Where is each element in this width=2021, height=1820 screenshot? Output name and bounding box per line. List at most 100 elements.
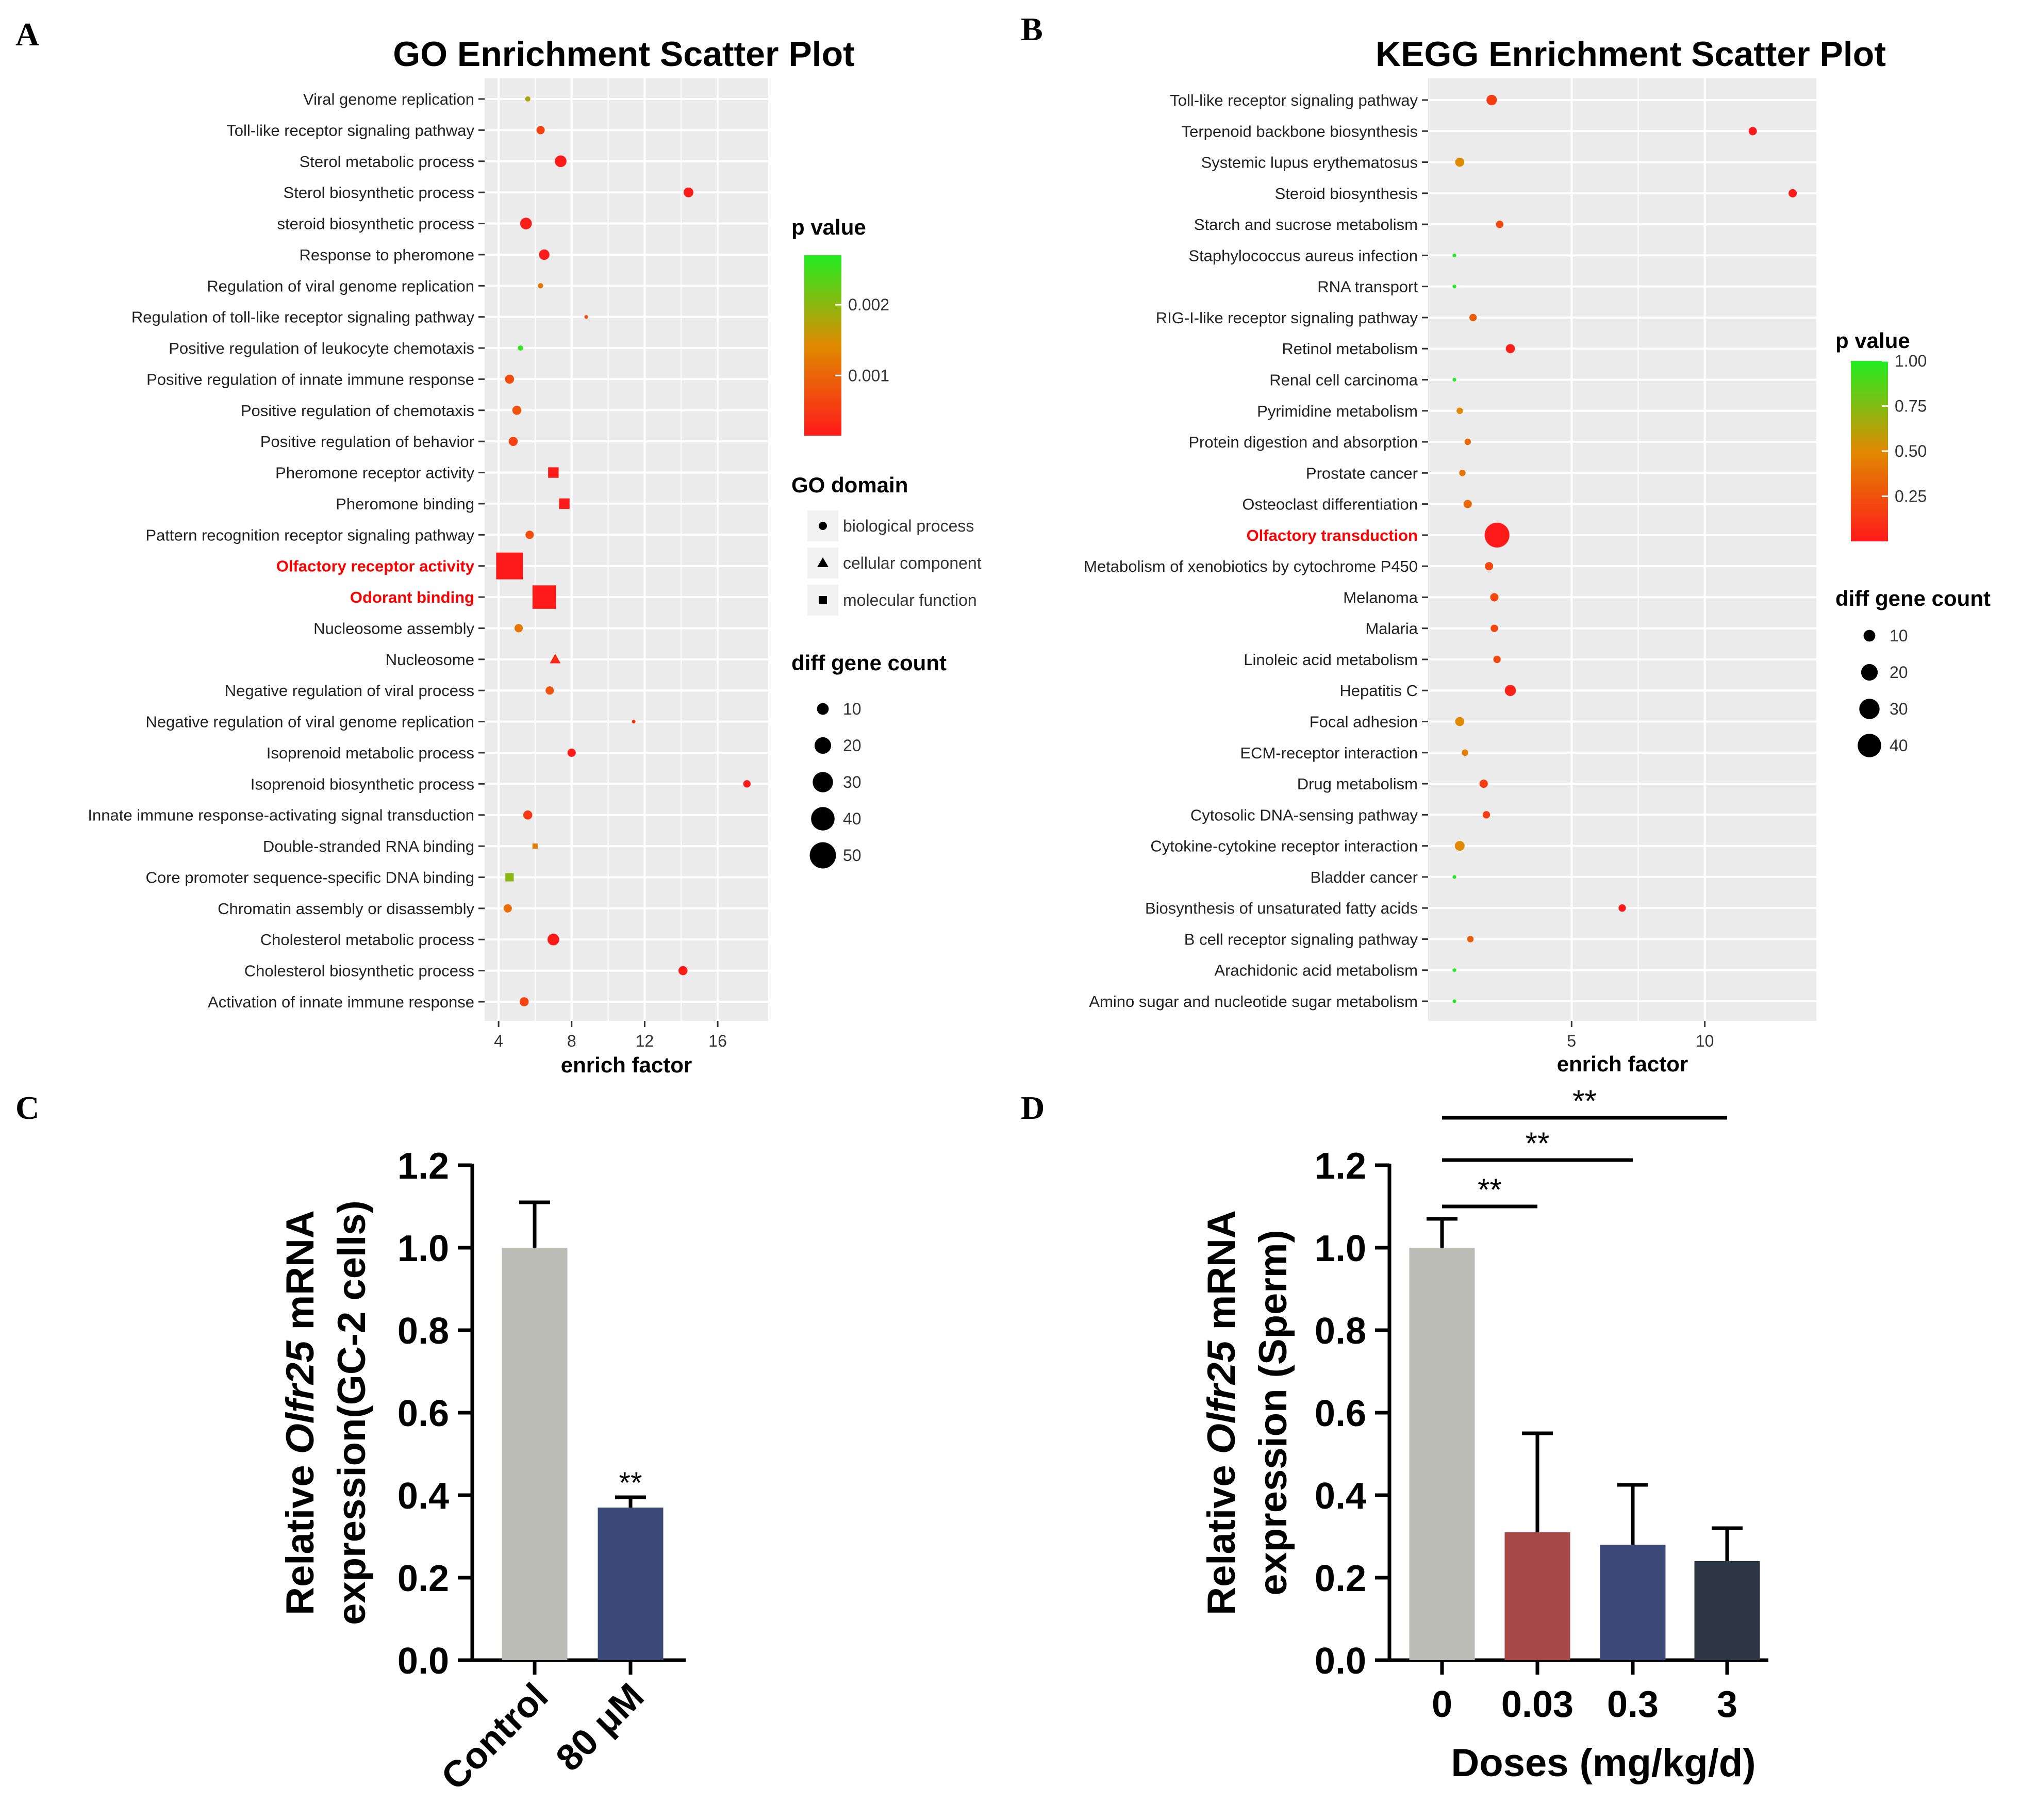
go-domain-label: biological process bbox=[843, 517, 974, 535]
panel-c-bar-chart: Relative Olfr25 mRNA expression(GC-2 cel… bbox=[278, 1146, 686, 1798]
go-points bbox=[496, 96, 751, 1006]
kegg-point bbox=[1490, 593, 1499, 602]
c-bar bbox=[598, 1508, 664, 1660]
go-point bbox=[512, 405, 522, 415]
kegg-point bbox=[1479, 780, 1488, 788]
go-term-label: Olfactory receptor activity bbox=[276, 557, 475, 575]
go-term-label: Sterol metabolic process bbox=[300, 153, 474, 171]
go-xtick-label: 8 bbox=[567, 1032, 576, 1050]
go-pv-tick-label: 0.002 bbox=[848, 295, 889, 314]
go-point bbox=[532, 843, 538, 849]
c-bars: ** bbox=[502, 1200, 664, 1660]
go-point bbox=[505, 873, 514, 882]
kegg-point bbox=[1618, 904, 1626, 912]
kegg-point bbox=[1462, 749, 1468, 756]
go-term-label: Negative regulation of viral genome repl… bbox=[145, 713, 474, 731]
kegg-term-label: RNA transport bbox=[1317, 278, 1418, 296]
panel-label-b: B bbox=[1021, 11, 1043, 47]
kegg-term-label: Drug metabolism bbox=[1297, 775, 1418, 793]
go-pvalue-colorbar bbox=[804, 255, 841, 436]
d-ytick-label: 1.0 bbox=[1315, 1228, 1366, 1269]
go-term-label: Positive regulation of behavior bbox=[260, 433, 474, 451]
c-ytick-label: 1.0 bbox=[397, 1228, 449, 1269]
kegg-point bbox=[1493, 655, 1501, 664]
kegg-point bbox=[1459, 470, 1466, 476]
go-term-label: Double-stranded RNA binding bbox=[263, 837, 474, 855]
kegg-point bbox=[1486, 94, 1497, 106]
go-point bbox=[525, 531, 534, 539]
kegg-term-label: Pyrimidine metabolism bbox=[1257, 402, 1418, 420]
kegg-size-items: 10 20 30 40 bbox=[1858, 626, 1908, 757]
go-domain-label: molecular function bbox=[843, 591, 977, 609]
go-size-label: 20 bbox=[843, 736, 862, 755]
go-term-label: Negative regulation of viral process bbox=[225, 682, 474, 700]
go-domain-legend-title: GO domain bbox=[791, 473, 908, 497]
d-ytick-label: 0.2 bbox=[1315, 1558, 1366, 1599]
go-domain-circle-swatch bbox=[819, 522, 827, 530]
d-ylabel-suffix: mRNA bbox=[1200, 1210, 1244, 1341]
d-ylabel-gene: Olfr25 bbox=[1200, 1340, 1244, 1454]
kegg-point bbox=[1464, 438, 1471, 445]
go-point bbox=[555, 155, 567, 168]
c-ytick-label: 1.2 bbox=[397, 1146, 449, 1187]
kegg-gridlines bbox=[1428, 78, 1816, 1021]
kegg-x-axis-title: enrich factor bbox=[1557, 1052, 1688, 1076]
go-term-label: Pheromone binding bbox=[336, 495, 474, 513]
go-term-label: Viral genome replication bbox=[303, 90, 474, 108]
kegg-term-label: Metabolism of xenobiotics by cytochrome … bbox=[1084, 557, 1418, 575]
go-term-label: Cholesterol biosynthetic process bbox=[244, 962, 474, 980]
go-size-label: 30 bbox=[843, 773, 862, 791]
go-point bbox=[496, 552, 523, 580]
go-size-swatch bbox=[817, 703, 829, 715]
go-term-label: Response to pheromone bbox=[299, 246, 474, 264]
go-term-label: Positive regulation of leukocyte chemota… bbox=[169, 339, 474, 357]
kegg-xtick-label: 5 bbox=[1567, 1032, 1576, 1050]
go-term-label: Isoprenoid metabolic process bbox=[267, 744, 474, 762]
kegg-term-label: Cytokine-cytokine receptor interaction bbox=[1150, 837, 1418, 855]
go-term-label: Core promoter sequence-specific DNA bind… bbox=[145, 868, 474, 886]
c-ylabel-suffix: mRNA bbox=[278, 1210, 322, 1341]
go-pvalue-legend-title: p value bbox=[791, 215, 866, 239]
go-point bbox=[567, 748, 576, 757]
go-x-axis-title: enrich factor bbox=[561, 1053, 692, 1077]
d-axes: 0.0 0.2 0.4 0.6 0.8 1.0 1.2 bbox=[1315, 1146, 1768, 1682]
go-point bbox=[683, 187, 693, 197]
kegg-term-label: Melanoma bbox=[1343, 588, 1418, 606]
d-y-axis-title: Relative Olfr25 mRNA expression (Sperm) bbox=[1200, 1210, 1295, 1615]
d-xtick-label: 3 bbox=[1717, 1684, 1737, 1725]
go-plot: Viral genome replication Toll-like recept… bbox=[88, 78, 768, 1077]
kegg-x-ticks: 5 10 bbox=[1567, 1021, 1714, 1050]
go-size-label: 50 bbox=[843, 846, 862, 865]
d-xtick-label: 0.3 bbox=[1607, 1684, 1659, 1725]
go-point bbox=[508, 437, 518, 446]
d-comparison-label: ** bbox=[1478, 1172, 1502, 1207]
kegg-pv-tick-label: 1.00 bbox=[1895, 352, 1927, 370]
go-term-label: Odorant binding bbox=[350, 588, 474, 606]
go-point bbox=[518, 345, 523, 351]
d-bar bbox=[1409, 1248, 1475, 1660]
d-ylabel-line2: expression (Sperm) bbox=[1251, 1230, 1295, 1596]
go-term-label: Regulation of viral genome replication bbox=[207, 277, 474, 295]
go-domain-label: cellular component bbox=[843, 554, 982, 572]
kegg-size-label: 20 bbox=[1890, 663, 1908, 682]
go-point bbox=[532, 585, 556, 609]
d-bar bbox=[1694, 1561, 1760, 1660]
kegg-term-label: Protein digestion and absorption bbox=[1188, 433, 1418, 451]
go-point bbox=[548, 467, 559, 478]
c-xtick-label: Control bbox=[434, 1676, 556, 1798]
kegg-point bbox=[1485, 562, 1494, 571]
d-ytick-label: 0.4 bbox=[1315, 1476, 1366, 1517]
go-point bbox=[519, 997, 529, 1006]
go-gridlines bbox=[485, 78, 768, 1021]
kegg-point bbox=[1505, 344, 1515, 354]
kegg-point bbox=[1463, 500, 1472, 508]
d-bars bbox=[1409, 1217, 1760, 1660]
c-ytick-label: 0.0 bbox=[397, 1641, 449, 1682]
c-y-axis-title: Relative Olfr25 mRNA expression(GC-2 cel… bbox=[278, 1200, 374, 1625]
go-point bbox=[545, 686, 554, 695]
go-size-label: 10 bbox=[843, 700, 862, 718]
kegg-legend: p value 1.00 0.75 0.50 0.25 diff gene count… bbox=[1835, 328, 1991, 757]
go-point bbox=[520, 218, 532, 229]
go-term-label: Regulation of toll-like receptor signali… bbox=[131, 308, 475, 326]
go-term-label: Cholesterol metabolic process bbox=[260, 931, 474, 949]
